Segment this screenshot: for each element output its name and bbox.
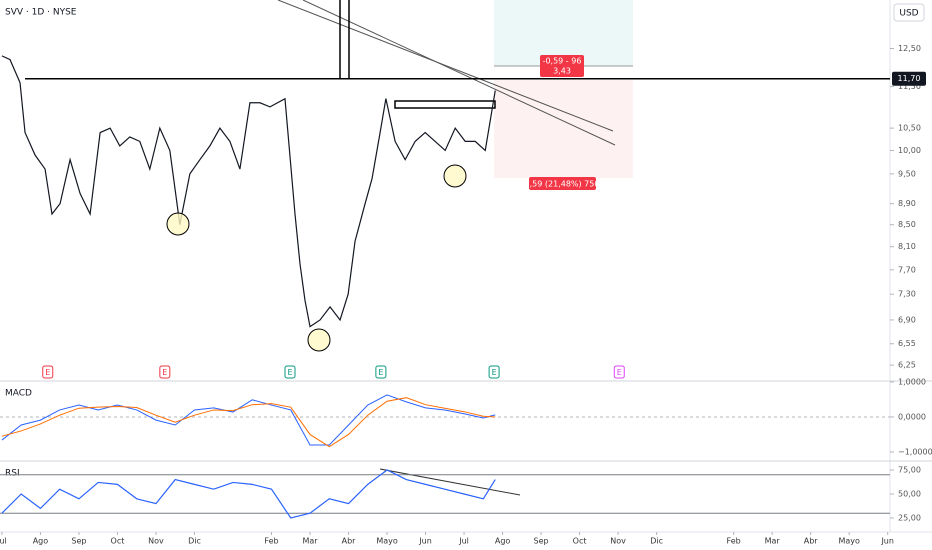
highlight-circle [307, 328, 331, 352]
x-tick-label: Sep [71, 537, 86, 546]
y-tick-label: 6,90 [898, 315, 916, 324]
earnings-marker [375, 365, 387, 379]
earnings-marker [284, 365, 296, 379]
annotation: -0,59 - 96 [543, 57, 582, 66]
annotation-box [529, 177, 596, 190]
earnings-label: E [492, 368, 497, 377]
y-tick-label: 75,00 [898, 465, 921, 474]
pane-title: MACD [5, 389, 32, 399]
x-tick-label: Dic [650, 537, 663, 546]
x-tick-label: Mayo [838, 537, 860, 546]
x-tick-label: Feb [727, 537, 741, 546]
price-line [1, 469, 496, 519]
pane-title: RSI [5, 469, 20, 479]
x-tick-label: Dic [188, 537, 201, 546]
earnings-label: E [617, 368, 622, 377]
x-tick-label: Feb [264, 537, 278, 546]
x-tick-label: Ago [33, 537, 49, 546]
x-tick-label: Nov [610, 537, 626, 546]
y-tick-label: 0,0000 [898, 412, 926, 421]
x-tick-label: Mar [765, 537, 781, 546]
y-tick-label: 7,70 [898, 265, 916, 274]
y-tick-label: 10,00 [898, 146, 921, 155]
annotation: 2,59 (21,48%) 750 [525, 180, 600, 189]
x-tick-label: Jul [0, 537, 7, 546]
trendline [277, 0, 614, 132]
x-tick-label: Sep [534, 537, 549, 546]
y-tick-label: 8,90 [898, 199, 916, 208]
series-line [1, 397, 496, 448]
currency[interactable]: USD [899, 9, 918, 19]
y-tick-label: 25,00 [898, 513, 921, 522]
earnings-marker [488, 365, 500, 379]
x-tick-label: Oct [111, 537, 125, 546]
y-tick-label: 6,55 [898, 339, 916, 348]
rsi-trendline [379, 468, 521, 496]
x-tick-label: Mar [302, 537, 318, 546]
x-tick-label: Jun [418, 537, 432, 546]
currency-button[interactable] [893, 3, 925, 22]
earnings-marker [159, 365, 171, 379]
y-tick-label: 9,50 [898, 169, 916, 178]
highlight-circle [166, 212, 190, 236]
earnings-label: E [287, 368, 292, 377]
y-tick-label: 8,10 [898, 242, 916, 251]
y-tick-label: 1,0000 [898, 377, 926, 386]
chart-title: SVV · 1D · NYSE [5, 8, 77, 18]
x-tick-label: Jun [880, 537, 894, 546]
x-tick-label: Abr [342, 537, 357, 546]
range-box [394, 100, 496, 109]
earnings-label: E [45, 368, 50, 377]
earnings-marker [613, 365, 625, 379]
annotation: 3,43 [553, 67, 571, 76]
trendline [302, 0, 616, 146]
y-tick-label: 10,50 [898, 124, 921, 133]
y-tick-label: 6,25 [898, 361, 916, 370]
price-line [1, 55, 496, 328]
y-tick-label: 11,50 [898, 82, 921, 91]
y-tick-label: 50,00 [898, 489, 921, 498]
earnings-label: E [162, 368, 167, 377]
annotation-box [540, 55, 584, 77]
stop-zone [494, 80, 633, 178]
series-line [1, 394, 496, 446]
earnings-label: E [378, 368, 383, 377]
x-tick-label: Nov [148, 537, 164, 546]
x-tick-label: Jul [458, 537, 469, 546]
highlight-circle [443, 164, 467, 188]
y-tick-label: −1,0000 [898, 447, 932, 456]
earnings-marker [42, 365, 54, 379]
x-tick-label: Ago [495, 537, 511, 546]
price-level-label: 11,70 [898, 74, 921, 83]
x-tick-label: Mayo [376, 537, 398, 546]
price-level-box [892, 71, 926, 86]
y-tick-label: 12,50 [898, 44, 921, 53]
y-tick-label: 7,30 [898, 290, 916, 299]
x-tick-label: Oct [573, 537, 587, 546]
x-tick-label: Abr [804, 537, 819, 546]
y-tick-label: 8,50 [898, 220, 916, 229]
